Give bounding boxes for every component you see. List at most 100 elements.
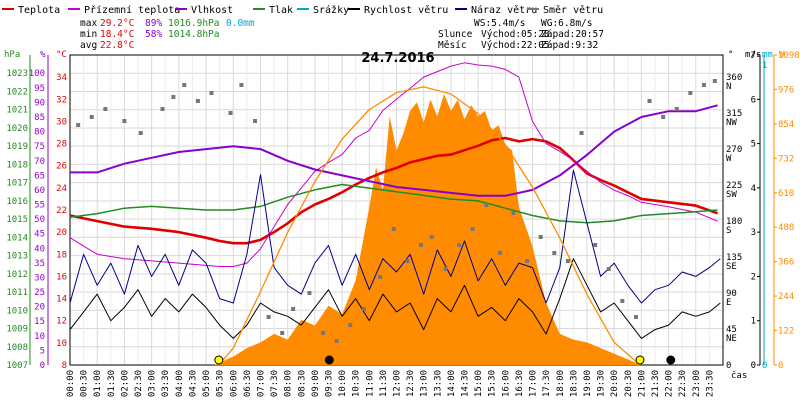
stat-min-temp: 18.4°C — [100, 29, 134, 40]
moonset-marker — [324, 355, 334, 365]
x-tick-label: 15:00 — [474, 370, 484, 397]
axis-temp-tick: 14 — [56, 295, 67, 305]
axis-pct-tick: 25 — [34, 288, 45, 298]
info-moon-rise: Východ:22:05 — [481, 40, 550, 51]
x-tick-label: 18:30 — [569, 370, 579, 397]
axis-dir-tick: 180 — [726, 217, 742, 227]
wind-dir-point — [688, 91, 693, 95]
axis-hpa-tick: 1016 — [6, 197, 28, 207]
axis-dir-tick: 225 — [726, 181, 742, 191]
axis-temp-tick: 22 — [56, 206, 67, 216]
axis-solar-tick: 366 — [778, 258, 794, 268]
wind-dir-point — [391, 227, 396, 231]
axis-dir-name: SE — [726, 262, 737, 272]
axis-hpa-tick: 1022 — [6, 87, 28, 97]
axis-hpa-tick: 1011 — [6, 288, 28, 298]
axis-solar-tick: 854 — [778, 120, 794, 130]
axis-hpa-tick: 1021 — [6, 106, 28, 116]
x-tick-label: 19:30 — [597, 370, 607, 397]
wind-dir-point — [122, 119, 127, 123]
x-tick-label: 02:30 — [134, 370, 144, 397]
axis-pct-tick: 85 — [34, 113, 45, 123]
x-tick-label: 11:30 — [379, 370, 389, 397]
wind-dir-point — [321, 331, 326, 335]
chart-title: 24.7.2016 — [361, 51, 434, 66]
axis-solar-tick: 122 — [778, 327, 794, 337]
wind-dir-point — [348, 323, 353, 327]
axis-pct-tick: 95 — [34, 84, 45, 94]
axis-temp-tick: 8 — [62, 361, 67, 371]
axis-pct-tick: 10 — [34, 332, 45, 342]
moonrise-marker — [666, 355, 676, 365]
x-tick-label: 05:30 — [216, 370, 226, 397]
axis-temp-tick: 20 — [56, 228, 67, 238]
axis-hpa-tick: 1018 — [6, 160, 28, 170]
series-solar-area — [214, 94, 642, 365]
axis-wind-tick: 6 — [751, 95, 756, 105]
axis-solar-label: W — [779, 50, 785, 60]
info-sun-rise: Východ:05:28 — [481, 29, 550, 40]
x-tick-label: 17:00 — [529, 370, 539, 397]
x-tick-label: 11:00 — [365, 370, 375, 397]
wind-dir-point — [674, 107, 679, 111]
axis-dir-label: ° — [728, 50, 733, 60]
axis-temp-tick: 28 — [56, 140, 67, 150]
axis-hpa-label: hPa — [4, 50, 20, 60]
wind-dir-point — [538, 235, 543, 239]
axis-dir-name: NW — [726, 118, 737, 128]
x-tick-label: 19:00 — [583, 370, 593, 397]
wind-dir-point — [405, 259, 410, 263]
axis-hpa-tick: 1023 — [6, 69, 28, 79]
x-tick-label: 08:30 — [297, 370, 307, 397]
axis-pct-tick: 70 — [34, 157, 45, 167]
axis-wind-tick: 5 — [751, 140, 756, 150]
wind-dir-point — [647, 99, 652, 103]
x-tick-label: 12:30 — [406, 370, 416, 397]
axis-pct-tick: 80 — [34, 128, 45, 138]
x-tick-label: 05:00 — [202, 370, 212, 397]
wind-dir-point — [160, 107, 165, 111]
axis-hpa-tick: 1014 — [6, 233, 28, 243]
axis-pct-tick: 15 — [34, 317, 45, 327]
info-moon-label: Měsíc — [438, 40, 467, 51]
legend-label: Teplota — [18, 5, 60, 16]
legend-label: Náraz větru — [471, 4, 537, 16]
x-tick-label: 22:30 — [678, 370, 688, 397]
stat-max-label: max — [80, 18, 97, 29]
x-tick-label: 01:00 — [93, 370, 103, 397]
x-tick-label: 08:00 — [284, 370, 294, 397]
x-tick-label: 22:00 — [665, 370, 675, 397]
axis-dir-name: NE — [726, 334, 737, 344]
stat-max-rain: 0.0mm — [226, 18, 255, 29]
x-tick-label: 07:00 — [257, 370, 267, 397]
axis-hpa-tick: 1010 — [6, 306, 28, 316]
x-tick-label: 07:30 — [270, 370, 280, 397]
wind-dir-point — [171, 95, 176, 99]
axis-dir-name: N — [726, 82, 731, 92]
series-wind_speed-line — [69, 258, 721, 339]
wind-dir-point — [291, 307, 296, 311]
x-tick-label: 16:30 — [515, 370, 525, 397]
wind-dir-point — [661, 115, 666, 119]
series-layer — [69, 62, 721, 366]
axis-pct-label: % — [40, 50, 46, 60]
wind-dir-point — [209, 91, 214, 95]
wind-dir-point — [138, 131, 143, 135]
axis-temp-tick: 24 — [56, 184, 67, 194]
x-tick-label: 10:30 — [352, 370, 362, 397]
series-ground_temp-line — [69, 62, 718, 267]
axis-temp-tick: 34 — [56, 73, 67, 83]
wind-dir-point — [266, 315, 271, 319]
legend-label: Směr větru — [543, 4, 603, 16]
day-markers — [214, 355, 676, 365]
axis-solar-tick: 976 — [778, 85, 794, 95]
info-sun-set: Západ:20:57 — [541, 29, 604, 40]
wind-dir-point — [89, 115, 94, 119]
series-pressure-line — [69, 183, 718, 224]
axis-dir-tick: 0 — [726, 361, 731, 371]
wind-dir-point — [228, 111, 233, 115]
axis-temp-tick: 12 — [56, 317, 67, 327]
wind-dir-point — [497, 251, 502, 255]
stat-avg-label: avg — [80, 40, 97, 51]
